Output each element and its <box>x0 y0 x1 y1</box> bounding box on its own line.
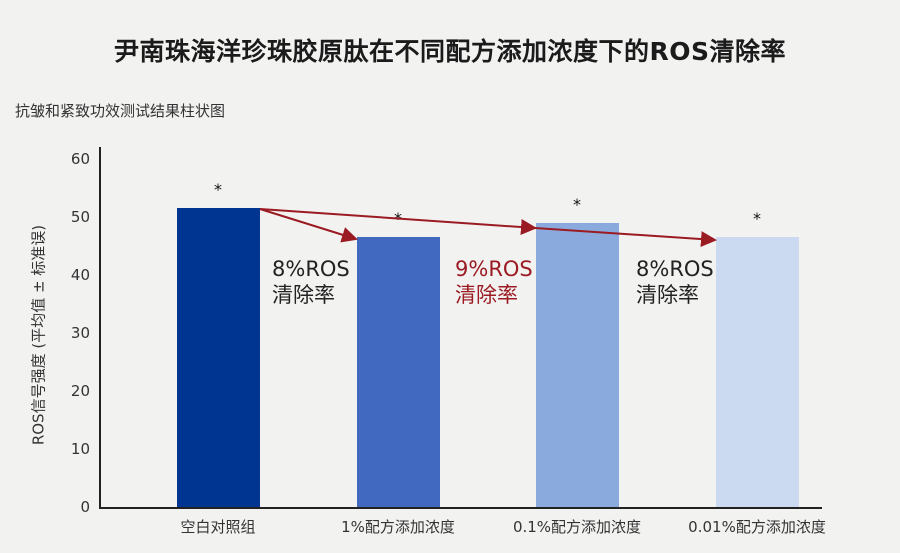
category-label: 1%配方添加浓度 <box>341 518 455 536</box>
annotation-line1: 8%ROS <box>272 257 350 281</box>
y-tick: 50 <box>70 208 90 226</box>
x-axis <box>99 507 822 509</box>
bar <box>716 237 799 507</box>
annotation-8pct-2: 8%ROS 清除率 <box>636 256 714 308</box>
annotation-line2: 清除率 <box>455 283 518 307</box>
significance-star: * <box>214 180 222 200</box>
annotation-line1: 9%ROS <box>455 257 533 281</box>
significance-star: * <box>753 209 761 229</box>
annotation-line1: 8%ROS <box>636 257 714 281</box>
annotation-line2: 清除率 <box>636 283 699 307</box>
category-label: 0.01%配方添加浓度 <box>688 518 826 536</box>
y-tick: 30 <box>70 324 90 342</box>
bar <box>536 222 619 507</box>
annotation-line2: 清除率 <box>272 283 335 307</box>
y-tick: 20 <box>70 382 90 400</box>
arrow-to-0.01pct <box>534 227 717 248</box>
bar <box>357 237 440 507</box>
significance-star: * <box>573 194 581 214</box>
category-label: 空白对照组 <box>180 518 256 536</box>
annotation-8pct-1: 8%ROS 清除率 <box>272 256 350 308</box>
annotation-9pct: 9%ROS 清除率 <box>455 256 533 308</box>
y-axis <box>99 147 101 508</box>
chart-title: 尹南珠海洋珍珠胶原肽在不同配方添加浓度下的ROS清除率 <box>113 37 786 66</box>
arrow-to-0.1pct <box>259 208 537 236</box>
y-tick: 40 <box>70 266 90 284</box>
bar <box>177 208 260 507</box>
chart-subtitle: 抗皱和紧致功效测试结果柱状图 <box>15 102 226 120</box>
y-tick: 60 <box>70 150 90 168</box>
category-label: 0.1%配方添加浓度 <box>512 518 642 536</box>
arrow-to-1pct <box>259 208 358 243</box>
y-tick: 0 <box>80 498 90 516</box>
y-tick: 10 <box>70 440 90 458</box>
